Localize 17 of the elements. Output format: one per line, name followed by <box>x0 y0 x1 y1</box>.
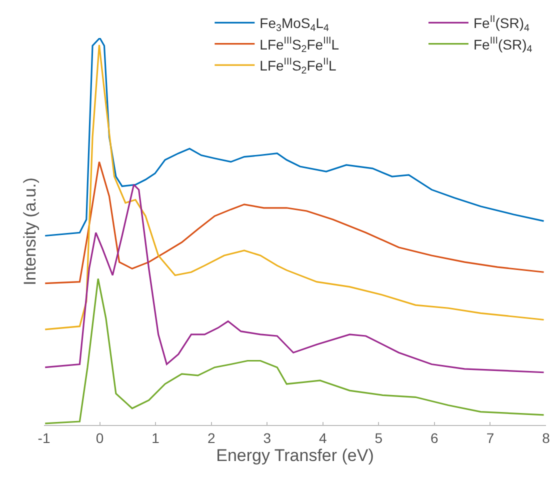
x-tick-label: 0 <box>96 430 104 446</box>
x-axis-title: Energy Transfer (eV) <box>216 446 374 466</box>
x-tick-label: 5 <box>374 430 383 446</box>
x-tick-label: 7 <box>486 430 494 446</box>
legend-label: Fe$_{3}$MoS$_{4}$L$_{4}$ <box>260 15 330 34</box>
x-tick-label: 4 <box>318 430 327 446</box>
x-tick-label: 1 <box>152 430 160 446</box>
x-tick-label: 8 <box>542 430 550 446</box>
legend-label: LFe$^{III}$S$_{2}$Fe$^{II}$L <box>260 56 337 76</box>
legend-label: Fe$^{II}$(SR)$_{4}$ <box>473 14 530 34</box>
legend-label: LFe$^{III}$S$_{2}$Fe$^{III}$L <box>260 35 340 56</box>
x-tick-label: 6 <box>430 430 439 446</box>
x-tick-label: -1 <box>38 430 50 446</box>
x-tick-label: 3 <box>263 430 272 446</box>
x-tick-label: 2 <box>207 430 216 446</box>
y-axis-title: Intensity (a.u.) <box>20 178 40 286</box>
legend-label: Fe$^{III}$(SR)$_{4}$ <box>473 35 533 56</box>
